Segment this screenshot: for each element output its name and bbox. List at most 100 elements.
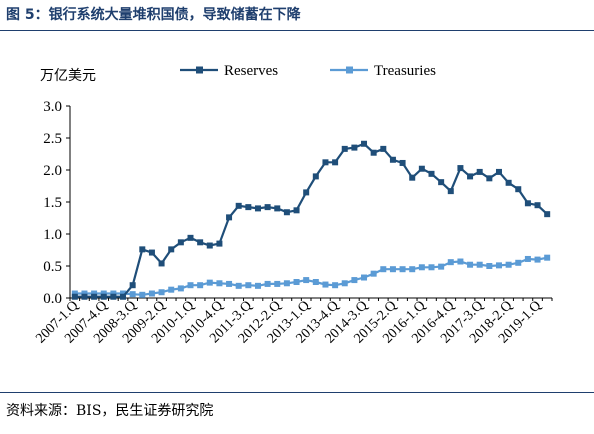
data-point-reserves <box>120 293 127 300</box>
data-point-reserves <box>71 293 78 300</box>
data-point-reserves <box>110 293 117 300</box>
y-tick-label: 1.5 <box>43 195 62 211</box>
data-point-treasuries <box>361 274 368 281</box>
data-point-treasuries <box>245 282 252 289</box>
data-point-treasuries <box>100 290 107 297</box>
data-point-reserves <box>100 293 107 300</box>
line-chart: 万亿美元 Reserves Treasuries 0.0 0.5 1.0 1.5 2.0 2… <box>33 63 553 347</box>
data-point-treasuries <box>495 262 502 269</box>
data-point-reserves <box>91 293 98 300</box>
data-point-reserves <box>274 205 281 212</box>
legend: Reserves Treasuries <box>180 63 436 79</box>
data-point-reserves <box>293 207 300 214</box>
data-point-reserves <box>216 240 223 247</box>
data-point-reserves <box>206 242 213 249</box>
data-point-treasuries <box>206 279 213 286</box>
y-axis-label: 万亿美元 <box>40 68 96 84</box>
data-point-reserves <box>81 293 88 300</box>
data-point-treasuries <box>254 282 261 289</box>
data-point-treasuries <box>120 290 127 297</box>
data-point-treasuries <box>158 289 165 296</box>
data-point-reserves <box>457 165 464 172</box>
data-point-reserves <box>187 234 194 241</box>
data-point-treasuries <box>322 281 329 288</box>
y-tick-label: 2.5 <box>43 131 62 147</box>
bottom-rule <box>0 392 594 393</box>
legend-marker <box>346 66 353 74</box>
data-point-treasuries <box>534 256 541 263</box>
data-point-treasuries <box>341 280 348 287</box>
data-point-reserves <box>139 246 146 253</box>
data-point-treasuries <box>197 282 204 289</box>
data-point-reserves <box>226 214 233 221</box>
y-axis: 0.0 0.5 1.0 1.5 2.0 2.5 3.0 <box>43 99 71 307</box>
y-tick-label: 2.0 <box>43 163 62 179</box>
data-point-reserves <box>370 149 377 156</box>
data-point-reserves <box>361 140 368 147</box>
data-point-reserves <box>129 282 136 289</box>
data-point-reserves <box>418 165 425 172</box>
data-point-reserves <box>168 246 175 253</box>
data-point-reserves <box>438 179 445 186</box>
data-point-treasuries <box>274 280 281 287</box>
data-point-treasuries <box>168 286 175 293</box>
data-point-treasuries <box>216 280 223 287</box>
data-point-treasuries <box>81 290 88 297</box>
data-point-reserves <box>495 168 502 175</box>
data-point-treasuries <box>312 279 319 285</box>
data-point-treasuries <box>351 277 358 284</box>
data-point-treasuries <box>332 282 339 289</box>
data-point-treasuries <box>476 261 483 268</box>
series-line-reserves <box>74 142 548 298</box>
data-point-treasuries <box>505 261 512 268</box>
data-point-treasuries <box>389 266 396 273</box>
data-point-reserves <box>544 211 551 218</box>
data-point-treasuries <box>293 279 300 285</box>
data-point-treasuries <box>264 280 271 287</box>
figure-title: 图 5：银行系统大量堆积国债，导致储蓄在下降 <box>6 7 301 23</box>
data-point-reserves <box>312 173 319 180</box>
data-point-treasuries <box>447 259 454 266</box>
data-point-treasuries <box>235 282 242 289</box>
series-line-treasuries <box>74 256 548 296</box>
data-point-reserves <box>283 209 290 216</box>
data-point-treasuries <box>226 280 233 287</box>
data-point-reserves <box>177 239 184 246</box>
x-axis: 2007-1.Q2007-4.Q2008-3.Q2009-2.Q2010-1.Q… <box>33 297 553 347</box>
data-point-reserves <box>235 202 242 209</box>
data-point-treasuries <box>486 263 493 269</box>
data-point-treasuries <box>467 261 474 268</box>
y-tick-label: 0.0 <box>43 291 62 307</box>
data-point-treasuries <box>91 290 98 297</box>
legend-label: Reserves <box>224 63 278 79</box>
data-point-reserves <box>254 205 261 212</box>
data-point-reserves <box>524 200 531 207</box>
y-tick-label: 3.0 <box>43 99 62 115</box>
data-point-treasuries <box>409 266 416 273</box>
data-point-treasuries <box>524 255 531 262</box>
series-group <box>71 140 551 300</box>
data-point-treasuries <box>370 270 377 277</box>
data-point-reserves <box>332 159 339 166</box>
data-point-reserves <box>476 168 483 175</box>
legend-marker <box>196 66 203 74</box>
data-point-treasuries <box>544 254 551 261</box>
data-point-treasuries <box>177 285 184 292</box>
data-point-reserves <box>428 170 435 177</box>
data-point-treasuries <box>129 291 136 298</box>
data-point-reserves <box>341 145 348 152</box>
data-point-reserves <box>264 204 271 211</box>
source-note: 资料来源：BIS，民生证券研究院 <box>6 403 214 419</box>
data-point-treasuries <box>380 266 387 273</box>
y-tick-label: 0.5 <box>43 259 62 275</box>
data-point-treasuries <box>71 290 78 297</box>
data-point-treasuries <box>399 266 406 273</box>
data-point-reserves <box>148 249 155 256</box>
data-point-treasuries <box>303 277 310 284</box>
data-point-treasuries <box>418 264 425 271</box>
data-point-reserves <box>389 156 396 163</box>
data-point-reserves <box>467 173 474 180</box>
data-point-reserves <box>486 175 493 182</box>
data-point-treasuries <box>148 290 155 297</box>
data-point-reserves <box>409 174 416 181</box>
